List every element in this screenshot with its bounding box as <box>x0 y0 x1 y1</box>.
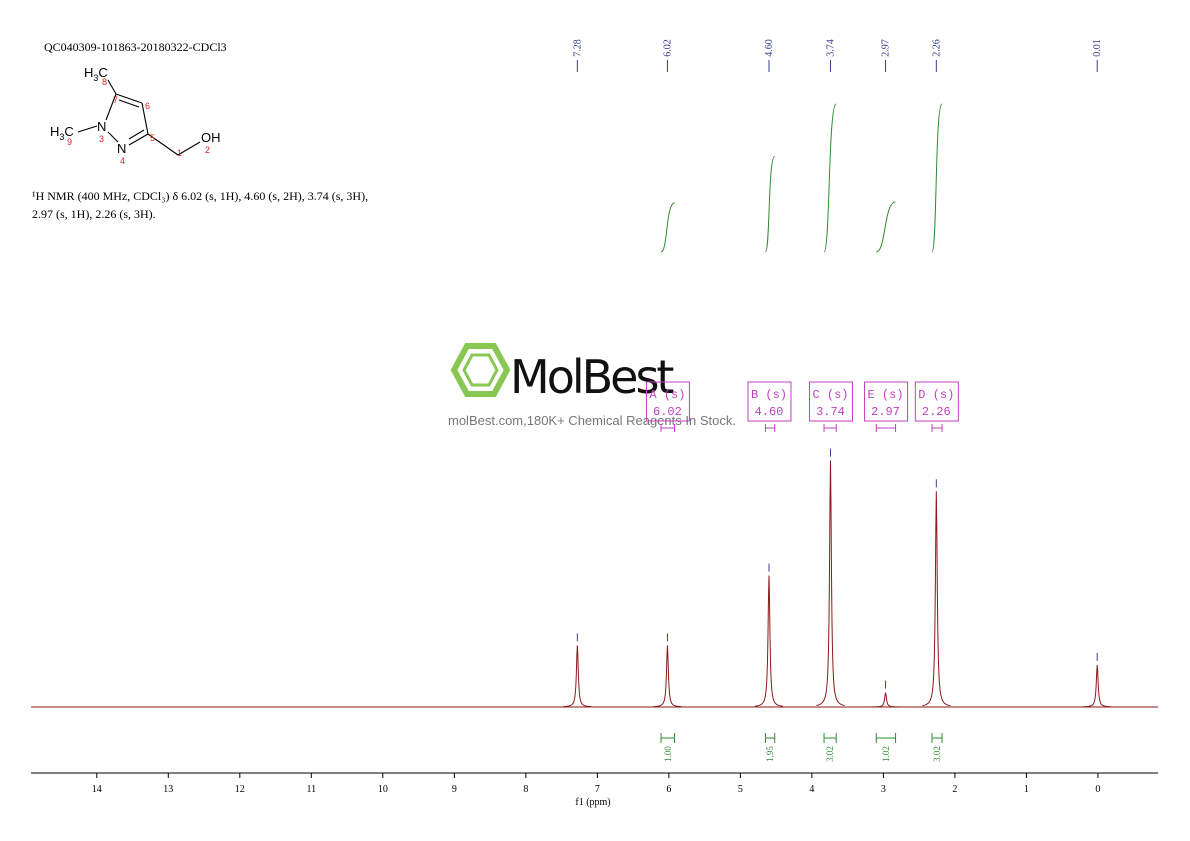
atom-number: 1 <box>177 148 182 158</box>
watermark-tagline: molBest.com,180K+ Chemical Reagents In S… <box>448 413 736 428</box>
multiplet-box <box>864 381 909 422</box>
multiplet-name: E (s) <box>868 388 904 402</box>
x-axis-label: f1 (ppm) <box>575 797 610 808</box>
multiplet-range <box>875 424 897 432</box>
atom-label: OH <box>201 130 221 145</box>
integral-curve <box>764 155 776 253</box>
integral-range <box>931 733 943 743</box>
watermark-brand: MolBest <box>510 350 673 404</box>
sample-name: QC040309-101863-20180322-CDCl3 <box>44 40 227 54</box>
multiplet-range <box>660 424 676 432</box>
peak <box>922 491 951 707</box>
multiplet-shift: 6.02 <box>653 405 682 419</box>
x-tick-label: 11 <box>306 784 316 795</box>
peak <box>754 575 784 707</box>
multiplet-name: A (s) <box>649 388 685 402</box>
multiplet-range <box>931 424 943 432</box>
x-tick-label: 10 <box>378 784 388 795</box>
peak-label: 2.97 <box>881 39 892 57</box>
integral-value: 3.02 <box>825 746 835 762</box>
atom-number: 5 <box>150 133 155 143</box>
atom-number: 4 <box>120 156 125 166</box>
atom-number: 7 <box>113 95 118 105</box>
peak-label: 0.01 <box>1092 39 1103 57</box>
atom-label: N <box>117 141 126 156</box>
peak-label: 6.02 <box>662 39 673 57</box>
description-line: ¹H NMR (400 MHz, CDCl₃) δ 6.02 (s, 1H), … <box>32 189 368 203</box>
atom-label: N <box>97 119 106 134</box>
peak <box>871 692 900 708</box>
x-tick-label: 12 <box>235 784 245 795</box>
atom-number: 6 <box>145 101 150 111</box>
integral-curve <box>931 103 943 253</box>
structure <box>77 79 201 156</box>
x-tick-label: 9 <box>452 784 457 795</box>
integral-range <box>764 733 776 743</box>
peak-label: 7.28 <box>572 39 583 57</box>
x-tick-label: 7 <box>595 784 600 795</box>
multiplet-shift: 3.74 <box>816 405 845 419</box>
peak <box>816 460 845 706</box>
x-tick-label: 2 <box>952 784 957 795</box>
multiplet-range <box>823 424 837 432</box>
integral-range <box>875 733 897 743</box>
multiplet-box <box>747 381 792 422</box>
integral-curve <box>660 202 675 253</box>
multiplet-shift: 4.60 <box>755 405 784 419</box>
atom-number: 2 <box>205 145 210 155</box>
integral-range <box>660 733 676 743</box>
integral-curve <box>823 103 837 253</box>
multiplet-name: D (s) <box>918 388 954 402</box>
peak <box>1083 664 1112 708</box>
peak-label: 2.26 <box>931 39 942 57</box>
multiplet-name: C (s) <box>812 388 848 402</box>
peak <box>653 645 682 708</box>
integral-range <box>823 733 837 743</box>
integral-value: 1.95 <box>765 746 775 762</box>
multiplet-box <box>914 381 959 422</box>
multiplet-box <box>645 381 690 422</box>
x-tick-label: 3 <box>881 784 886 795</box>
multiplet-name: B (s) <box>751 388 787 402</box>
multiplet-range <box>764 424 776 432</box>
integral-value: 1.02 <box>881 746 891 762</box>
multiplet-box <box>808 381 853 422</box>
integral-curve <box>876 201 896 253</box>
x-tick-label: 0 <box>1095 784 1100 795</box>
peak-label: 3.74 <box>825 39 836 57</box>
multiplet-shift: 2.26 <box>922 405 951 419</box>
atom-number: 9 <box>67 137 72 147</box>
x-tick-label: 14 <box>92 784 102 795</box>
x-tick-label: 8 <box>523 784 528 795</box>
multiplet-shift: 2.97 <box>871 405 900 419</box>
integral-value: 1.00 <box>663 746 673 762</box>
watermark-logo <box>450 343 511 397</box>
peak-label: 4.60 <box>764 39 775 57</box>
x-tick-label: 6 <box>666 784 671 795</box>
x-tick-label: 1 <box>1024 784 1029 795</box>
x-tick-label: 5 <box>738 784 743 795</box>
peak <box>563 645 592 708</box>
integral-value: 3.02 <box>932 746 942 762</box>
atom-number: 8 <box>102 77 107 87</box>
atom-number: 3 <box>99 134 104 144</box>
x-tick-label: 4 <box>809 784 814 795</box>
x-tick-label: 13 <box>163 784 173 795</box>
methyl-label: H3C <box>50 124 74 142</box>
methyl-label: H3C <box>84 65 108 83</box>
description-line: 2.97 (s, 1H), 2.26 (s, 3H). <box>32 207 156 221</box>
